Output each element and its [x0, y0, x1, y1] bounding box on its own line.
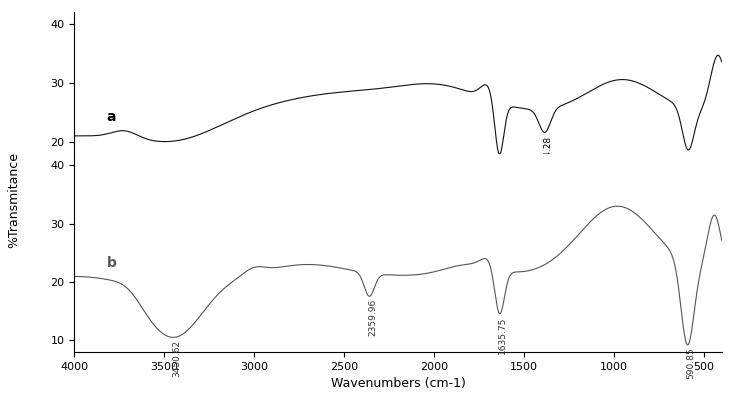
- Text: 590.85: 590.85: [686, 348, 695, 379]
- Text: 586.62: 586.62: [687, 153, 696, 184]
- Text: a: a: [107, 110, 116, 124]
- Text: 2359.96: 2359.96: [368, 299, 377, 336]
- X-axis label: Wavenumbers (cm-1): Wavenumbers (cm-1): [330, 377, 466, 390]
- Text: 3450.62: 3450.62: [172, 340, 181, 378]
- Text: 1637.78: 1637.78: [498, 157, 507, 194]
- Text: %Transmitance: %Transmitance: [7, 152, 20, 248]
- Text: 1384.28: 1384.28: [543, 135, 553, 172]
- Text: b: b: [107, 256, 117, 270]
- Text: 1635.75: 1635.75: [498, 316, 507, 354]
